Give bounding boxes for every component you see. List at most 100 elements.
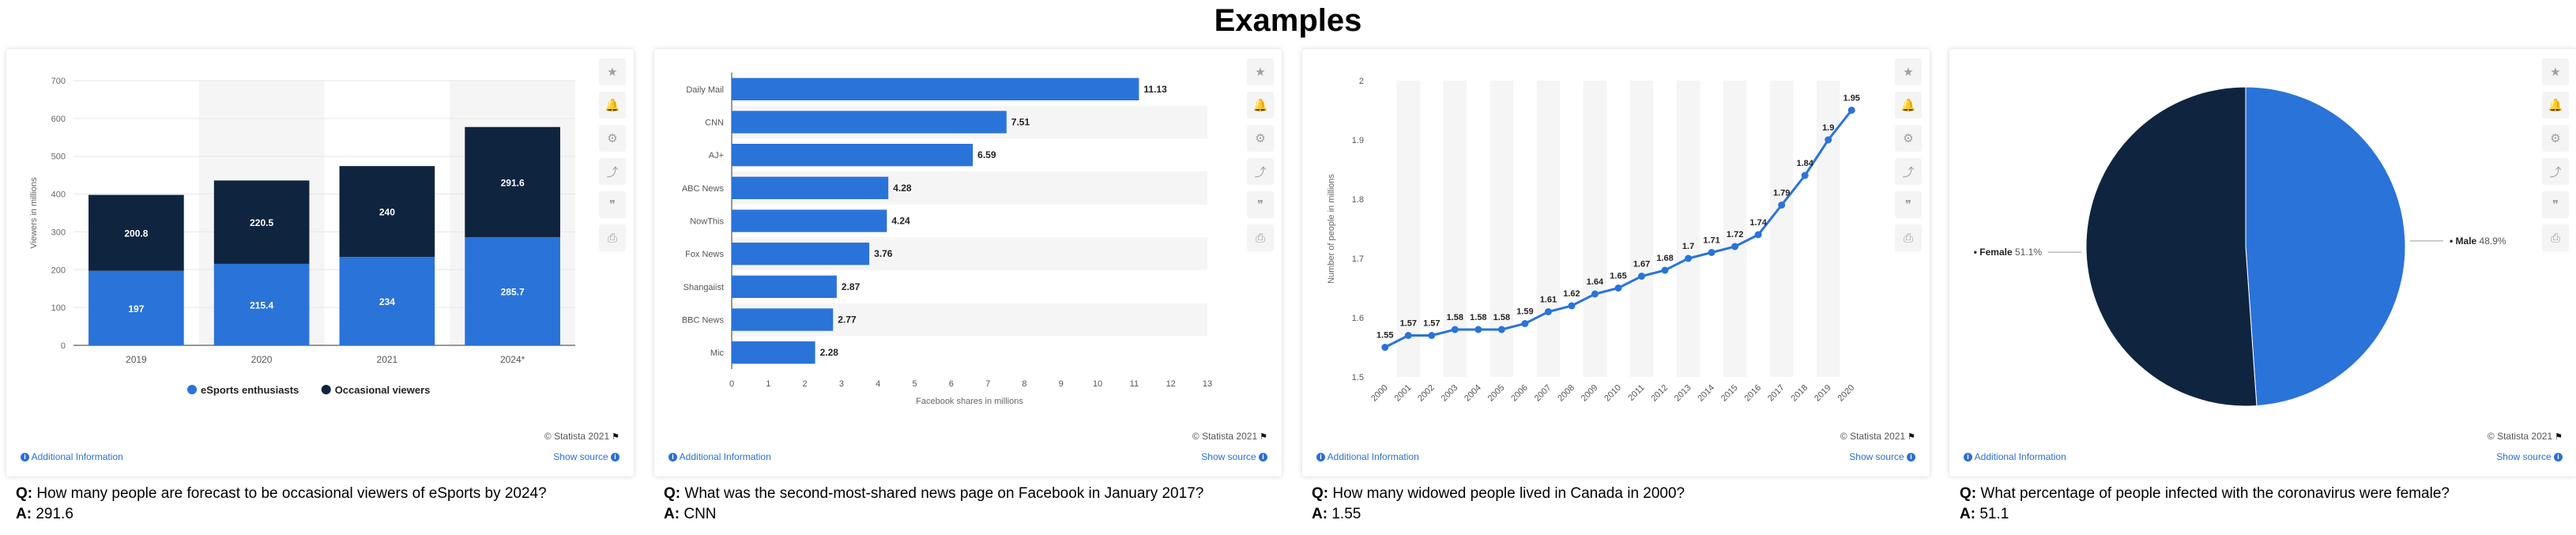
gear-button[interactable]: ⚙ [1247, 125, 1274, 152]
data-point [1451, 326, 1459, 333]
y-tick-label: CNN [705, 119, 724, 128]
show-source-link[interactable]: Show source i [553, 451, 620, 462]
show-source-link[interactable]: Show source i [2496, 451, 2563, 462]
print-button[interactable]: ⎙ [599, 224, 626, 251]
data-label: 234 [379, 296, 395, 307]
data-label: 1.58 [1470, 313, 1486, 322]
share-button[interactable]: ⤴ [1247, 158, 1274, 185]
data-label: 291.6 [501, 177, 525, 188]
x-tick-label: 2000 [1369, 383, 1390, 404]
bell-button[interactable]: 🔔 [2542, 92, 2569, 119]
info-icon: i [21, 453, 29, 462]
gear-button[interactable]: ⚙ [2542, 125, 2569, 152]
column-band [1676, 81, 1700, 377]
answer-line: A: 1.55 [1312, 506, 1361, 522]
star-button[interactable]: ★ [599, 58, 626, 85]
question-line: Q: What percentage of people infected wi… [1960, 485, 2450, 502]
y-tick-label: 500 [51, 153, 66, 162]
flag-icon: ⚑ [2555, 432, 2563, 442]
bell-icon: 🔔 [604, 98, 620, 112]
print-icon: ⎙ [1903, 231, 1913, 245]
quote-icon: ❞ [608, 198, 616, 212]
data-point [1614, 284, 1622, 292]
share-button[interactable]: ⤴ [599, 158, 626, 185]
data-label: 215.4 [250, 300, 273, 311]
star-button[interactable]: ★ [2542, 58, 2569, 85]
info-icon: i [668, 453, 677, 462]
x-tick-label: 2002 [1416, 383, 1437, 404]
data-label: 2.28 [820, 347, 839, 358]
star-button[interactable]: ★ [1895, 58, 1922, 85]
data-point [1685, 254, 1693, 262]
data-label: 197 [128, 303, 144, 315]
share-button[interactable]: ⤴ [2542, 158, 2569, 185]
data-label: 4.24 [891, 216, 910, 227]
x-tick-label: 2024* [500, 354, 525, 365]
data-label: 1.57 [1400, 319, 1417, 329]
data-point [1497, 326, 1505, 333]
data-point [1731, 243, 1739, 251]
x-tick-label: 1 [766, 379, 770, 389]
answer-line: A: 291.6 [16, 506, 73, 522]
star-button[interactable]: ★ [1247, 58, 1274, 85]
legend-label: Occasional viewers [335, 384, 431, 396]
x-tick-label: 2017 [1766, 383, 1787, 404]
x-tick-label: 8 [1022, 379, 1026, 389]
bell-icon: 🔔 [1252, 98, 1268, 112]
y-tick-label: 2 [1359, 77, 1364, 86]
chart-toolbar: ★ 🔔 ⚙ ⤴ ❞ ⎙ [599, 58, 626, 258]
data-label: 1.64 [1587, 277, 1604, 287]
slice-name: • Male [2450, 235, 2480, 247]
additional-information-link[interactable]: i Additional Information [1316, 451, 1419, 462]
qa-block: Q: How many widowed people lived in Cana… [1312, 484, 1685, 525]
bell-button[interactable]: 🔔 [1895, 92, 1922, 119]
x-tick-label: 10 [1093, 379, 1102, 389]
column-band [1769, 81, 1794, 377]
bar-segment [213, 180, 310, 264]
bell-button[interactable]: 🔔 [1247, 92, 1274, 119]
data-label: 1.58 [1447, 313, 1463, 322]
quote-button[interactable]: ❞ [1895, 191, 1922, 218]
slice-name: • Female [1974, 247, 2015, 258]
quote-button[interactable]: ❞ [599, 191, 626, 218]
info-icon: i [2554, 453, 2563, 462]
data-label: 4.28 [893, 183, 912, 194]
quote-button[interactable]: ❞ [1247, 191, 1274, 218]
x-tick-label: 2019 [1813, 383, 1833, 404]
flag-icon: ⚑ [1260, 432, 1267, 442]
print-button[interactable]: ⎙ [1247, 224, 1274, 251]
quote-button[interactable]: ❞ [2542, 191, 2569, 218]
additional-information-link[interactable]: i Additional Information [21, 451, 123, 462]
bar [732, 176, 889, 199]
x-tick-label: 2014 [1696, 383, 1716, 404]
gear-button[interactable]: ⚙ [599, 125, 626, 152]
share-icon: ⤴ [2549, 164, 2562, 179]
chart-panel-coronavirus: • Male 48.9% • Female 51.1% ★ 🔔 ⚙ ⤴ ❞ ⎙ © Stat… [1949, 49, 2576, 477]
y-tick-label: Fox News [685, 250, 724, 259]
share-button[interactable]: ⤴ [1895, 158, 1922, 185]
data-point [1521, 320, 1529, 327]
question-line: Q: How many people are forecast to be oc… [16, 485, 547, 502]
additional-information-link[interactable]: i Additional Information [668, 451, 771, 462]
print-button[interactable]: ⎙ [1895, 224, 1922, 251]
data-label: 2.77 [838, 315, 857, 326]
data-label: 1.9 [1822, 123, 1834, 133]
x-tick-label: 4 [876, 379, 880, 389]
column-band [1396, 81, 1421, 377]
bar-segment [89, 270, 184, 345]
bell-button[interactable]: 🔔 [599, 92, 626, 119]
gear-button[interactable]: ⚙ [1895, 125, 1922, 152]
question-text: What percentage of people infected with … [1980, 485, 2450, 502]
data-label: 1.84 [1796, 159, 1813, 168]
slice-value: 48.9% [2480, 235, 2506, 247]
data-point [1847, 107, 1855, 114]
additional-information-link[interactable]: i Additional Information [1964, 451, 2066, 462]
data-label: 1.59 [1516, 307, 1533, 317]
y-tick-label: Daily Mail [686, 85, 724, 95]
y-tick-label: 600 [51, 115, 66, 124]
show-source-link[interactable]: Show source i [1849, 451, 1915, 462]
print-button[interactable]: ⎙ [2542, 224, 2569, 251]
x-tick-label: 3 [839, 379, 844, 389]
flag-icon: ⚑ [1908, 432, 1915, 442]
show-source-link[interactable]: Show source i [1201, 451, 1267, 462]
